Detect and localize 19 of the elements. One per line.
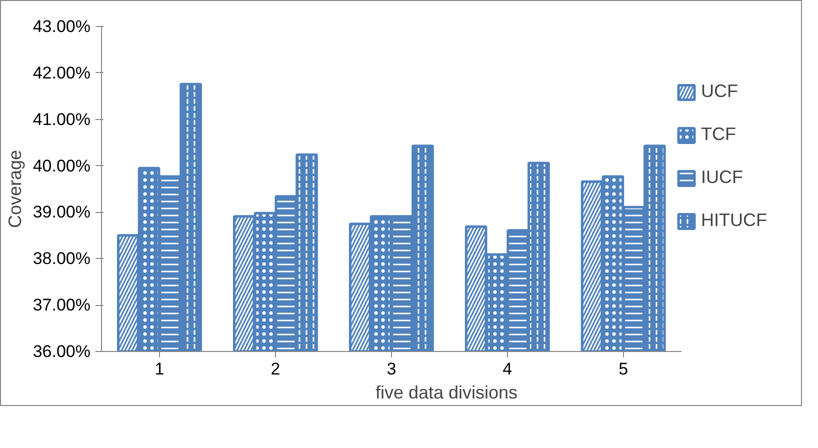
legend-label: HITUCF [701,210,767,231]
x-tick-label: 5 [618,360,628,378]
y-tick-label: 38.00% [32,249,91,268]
y-tick-label: 39.00% [32,202,91,222]
legend-label: IUCF [701,167,743,188]
x-axis-title: five data divisions [375,382,518,402]
x-tick-label: 1 [154,360,164,378]
x-tick-label: 4 [502,360,512,378]
y-tick-label: 37.00% [32,296,91,315]
x-tick-label: 2 [270,360,280,378]
legend-label: UCF [701,81,738,102]
y-axis-title: Coverage [4,150,25,228]
y-tick-label: 43.00% [32,17,91,36]
y-tick-label: 40.00% [32,156,91,176]
x-tick-label: 3 [386,360,396,378]
y-tick-label: 36.00% [32,342,91,361]
legend-label: TCF [701,124,736,145]
y-tick-label: 42.00% [32,63,91,82]
y-tick-label: 41.00% [32,110,91,129]
